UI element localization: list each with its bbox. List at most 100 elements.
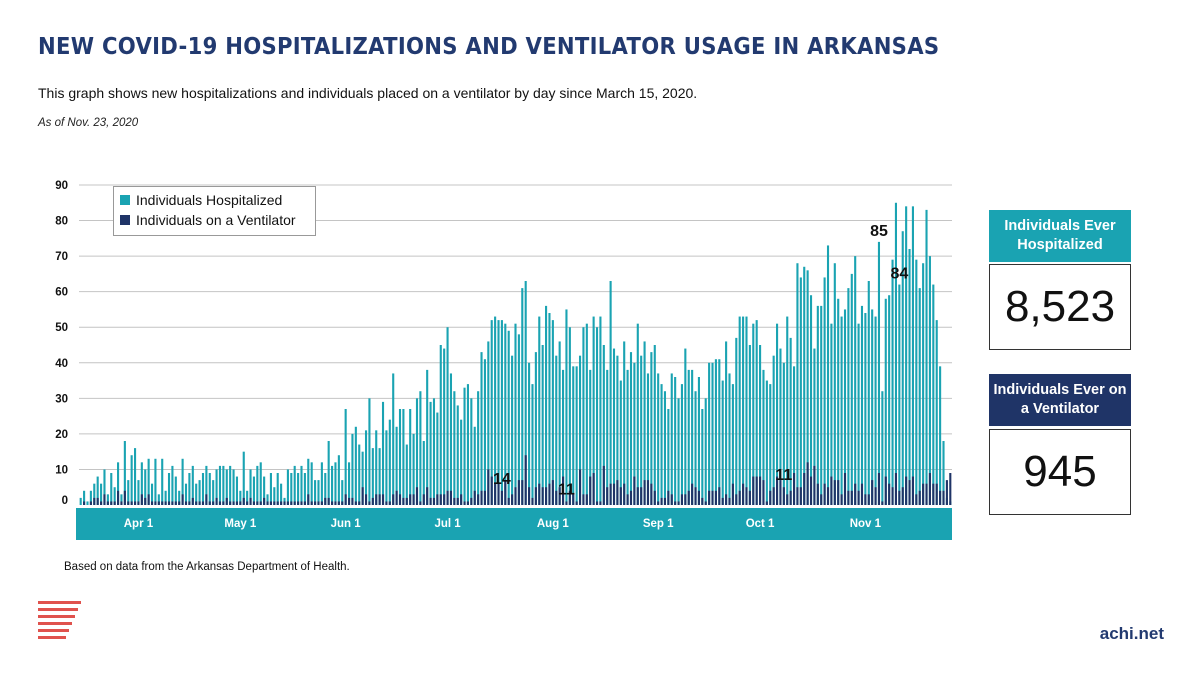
bar-hospitalized [640,355,643,505]
x-tick-label: Jun 1 [331,518,362,530]
bar-hospitalized [521,288,524,505]
bar-hospitalized [297,473,300,505]
bar-ventilator [93,497,96,505]
bar-hospitalized [347,462,351,505]
bar-ventilator [864,494,867,505]
bar-hospitalized [290,473,293,505]
bar-hospitalized [792,366,796,505]
y-tick-label: 0 [62,495,68,507]
bar-hospitalized [426,369,429,505]
bar-ventilator [456,497,459,505]
bar-hospitalized [409,409,412,505]
legend-swatch-ventilator [120,215,130,225]
bar-ventilator [694,487,697,505]
bar-ventilator [786,494,789,505]
bar-hospitalized [653,345,656,505]
bar-ventilator [820,494,823,505]
bar-hospitalized [314,480,317,505]
bar-ventilator [307,494,310,505]
bar-ventilator [830,476,833,505]
kpi-ventilator-label: Individuals Ever on a Ventilator [989,374,1131,426]
bar-hospitalized [415,398,419,505]
bar-hospitalized [901,231,904,505]
bar-hospitalized [361,451,364,505]
bar-hospitalized [178,490,181,505]
bar-ventilator [708,490,711,505]
bar-ventilator [113,501,116,505]
bar-ventilator [463,501,466,505]
bar-ventilator [269,501,272,505]
bar-hospitalized [874,316,877,505]
bar-hospitalized [935,320,938,505]
page-title: NEW COVID-19 HOSPITALIZATIONS AND VENTIL… [38,34,940,60]
bar-hospitalized [412,433,415,505]
bar-ventilator [494,483,497,505]
data-label-hospitalized: 85 [870,223,888,240]
bar-ventilator [742,483,745,505]
bar-ventilator [813,465,816,505]
bar-ventilator [174,501,177,505]
bar-hospitalized [123,441,126,505]
bar-ventilator [477,494,480,505]
bar-ventilator [860,483,864,505]
bar-hospitalized [507,330,510,505]
bar-hospitalized [711,362,714,505]
bar-ventilator [687,490,690,505]
bar-ventilator [735,494,738,505]
bar-hospitalized [585,323,588,505]
bar-hospitalized [541,345,544,505]
bar-hospitalized [147,458,150,505]
hospitalization-chart: 0 10 20 30 40 50 60 70 80 90 Apr 1 May 1 Jun 1 Jul 1 A… [55,180,952,540]
bar-hospitalized [606,369,609,505]
bar-hospitalized [89,490,92,505]
bar-ventilator [565,501,568,505]
bar-hospitalized [269,473,272,505]
bar-ventilator [650,483,653,505]
bar-ventilator [531,497,534,505]
bar-hospitalized [161,458,164,505]
bar-hospitalized [928,256,931,505]
bar-ventilator [599,501,602,505]
bar-ventilator [884,476,887,505]
bar-hospitalized [837,298,840,505]
bar-hospitalized [762,369,765,505]
bar-ventilator [704,501,707,505]
bar-hospitalized [915,259,918,505]
bar-ventilator [276,501,279,505]
bar-hospitalized [704,398,707,505]
bar-ventilator [371,497,374,505]
bar-hospitalized [246,490,249,505]
bar-hospitalized [256,465,259,505]
bar-hospitalized [745,316,748,505]
bar-hospitalized [860,305,864,505]
bar-ventilator [901,487,904,505]
bar-ventilator [939,490,942,505]
chart-legend: Individuals Hospitalized Individuals on … [113,186,316,236]
site-link[interactable]: achi.net [1099,624,1164,643]
bar-ventilator [222,501,225,505]
bar-ventilator [246,501,249,505]
bar-hospitalized [684,348,687,505]
bar-ventilator [368,501,371,505]
bar-ventilator [755,476,758,505]
bar-hospitalized [83,490,86,505]
bar-hospitalized [677,398,680,505]
bar-hospitalized [215,469,218,505]
bar-ventilator [524,455,527,505]
bar-hospitalized [725,341,728,505]
bar-hospitalized [735,337,738,505]
bar-ventilator [398,494,402,505]
bar-ventilator [677,501,680,505]
bar-hospitalized [195,483,198,505]
bar-hospitalized [106,494,109,505]
bar-ventilator [891,487,894,505]
bar-ventilator [548,483,551,505]
bar-hospitalized [833,263,836,505]
bar-ventilator [867,494,870,505]
bar-ventilator [609,483,612,505]
bar-hospitalized [765,380,768,505]
bar-ventilator [833,480,836,505]
bar-ventilator [633,476,636,505]
bar-hospitalized [86,501,89,505]
bar-hospitalized [324,473,327,505]
